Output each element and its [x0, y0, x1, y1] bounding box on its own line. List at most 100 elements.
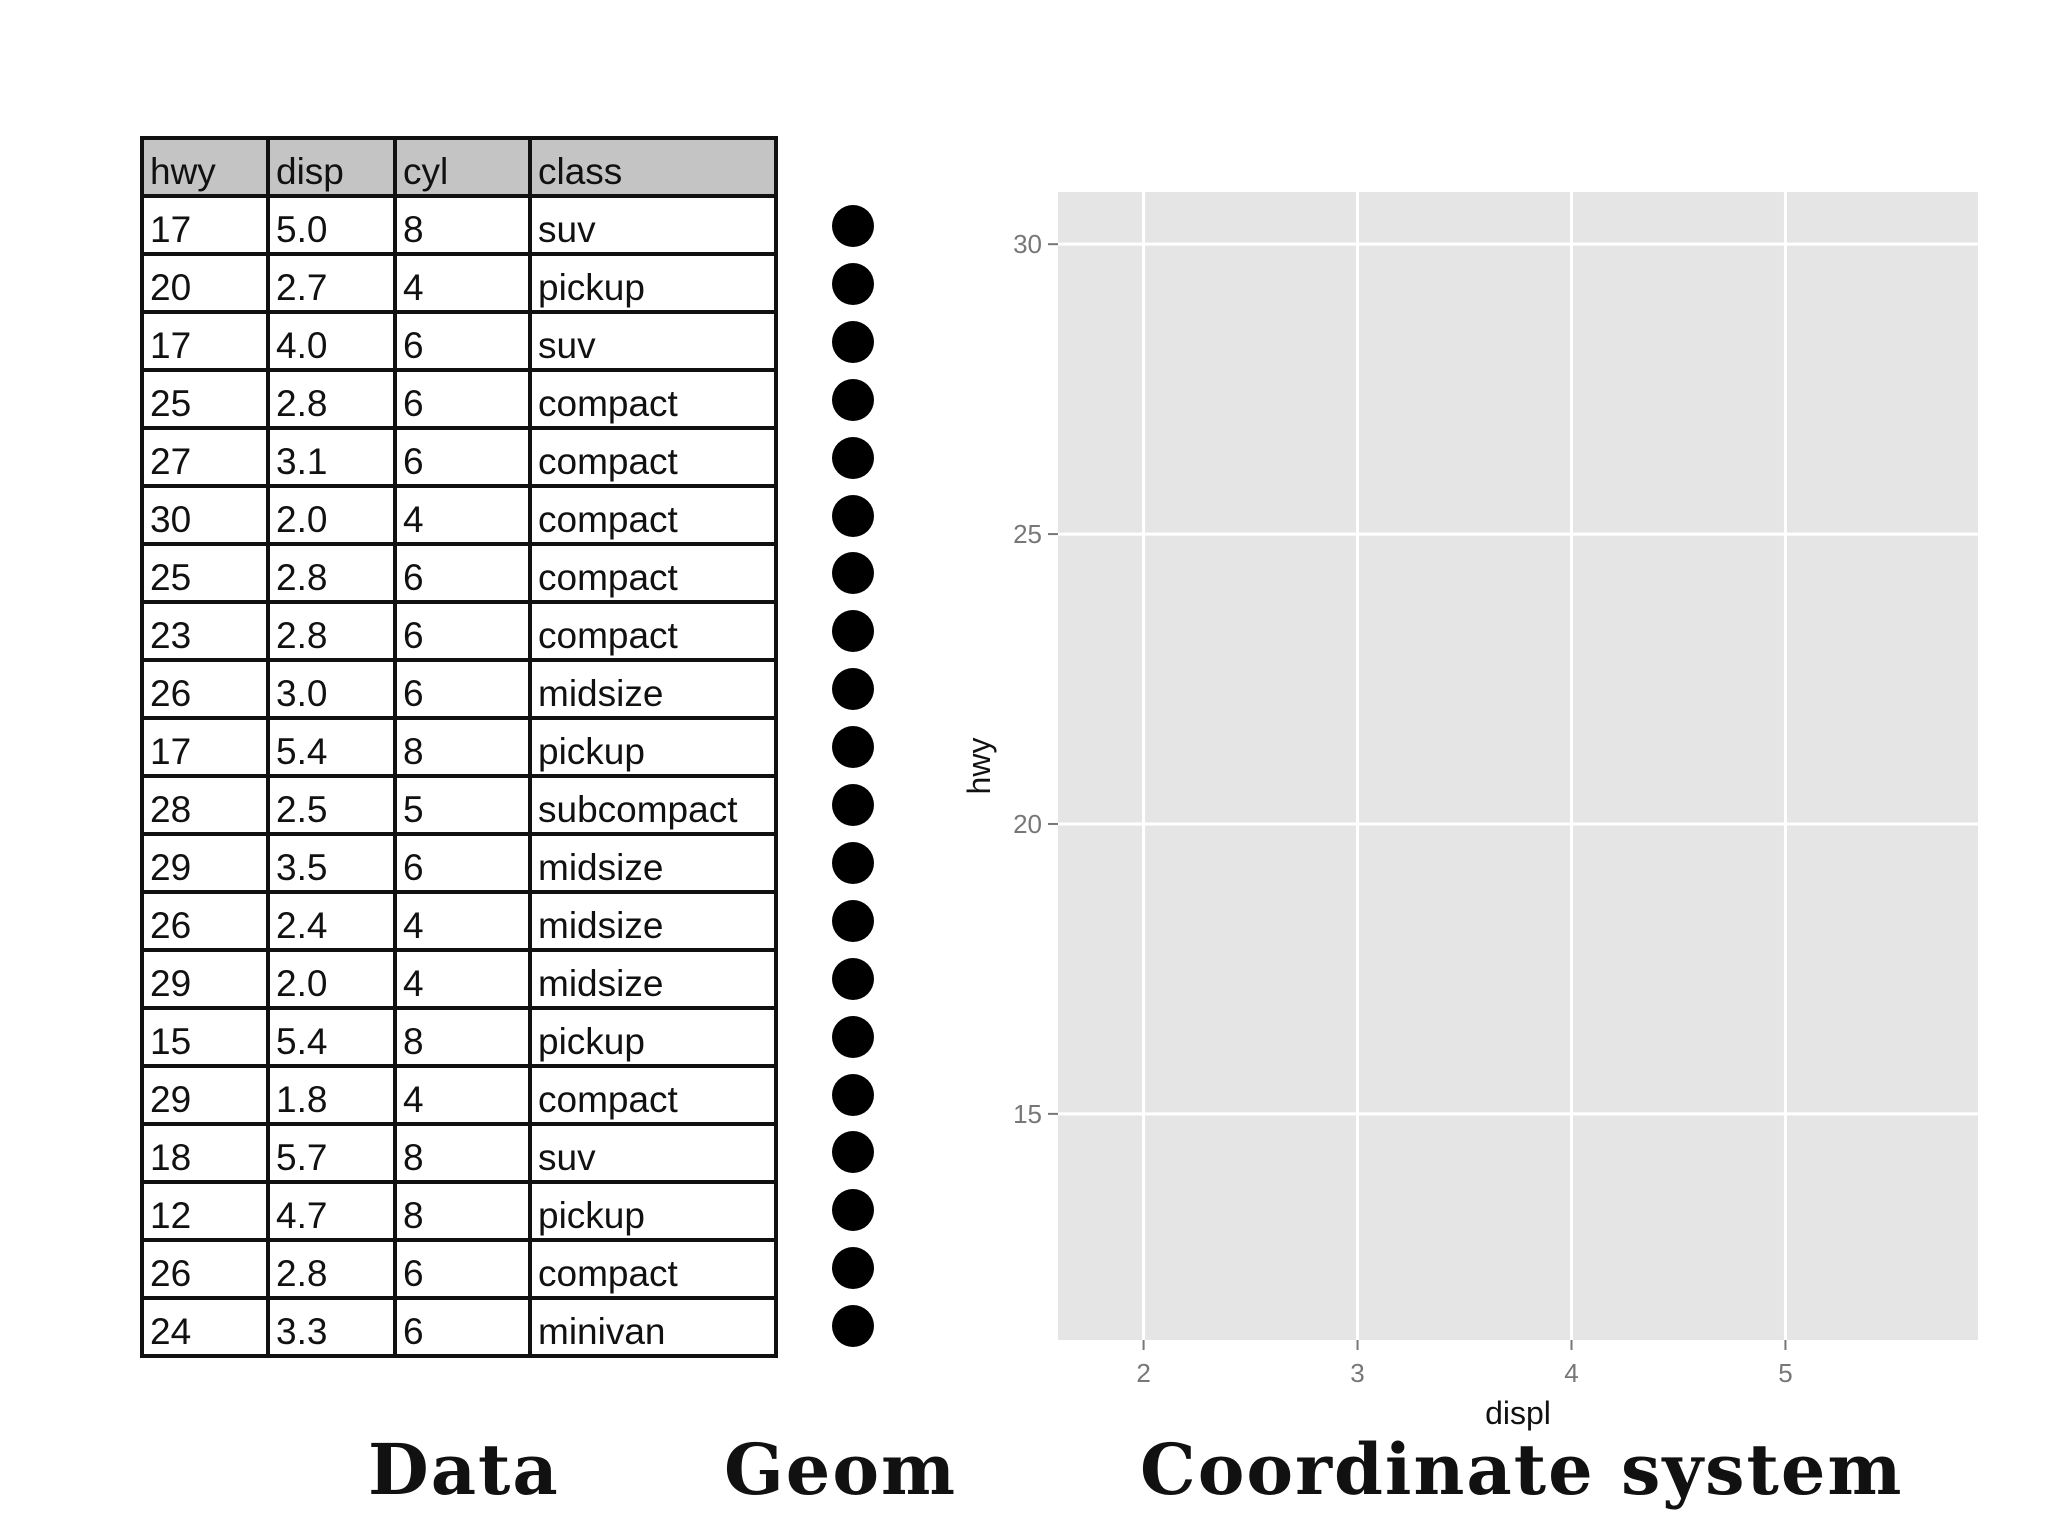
cell-disp: 2.0 — [266, 948, 397, 1010]
cell-disp: 1.8 — [266, 1064, 397, 1126]
table-row: 17 5.4 8 pickup — [140, 716, 778, 778]
cell-hwy: 23 — [140, 600, 270, 662]
cell-disp: 5.7 — [266, 1122, 397, 1184]
cell-class: pickup — [528, 252, 778, 314]
caption-coordinate-system: Coordinate system — [1140, 1428, 1904, 1511]
table-row: 30 2.0 4 compact — [140, 484, 778, 546]
y-axis-title: hwy — [961, 738, 997, 795]
cell-hwy: 26 — [140, 890, 270, 952]
cell-disp: 3.5 — [266, 832, 397, 894]
cell-disp: 5.4 — [266, 1006, 397, 1068]
cell-hwy: 17 — [140, 716, 270, 778]
cell-class: pickup — [528, 1180, 778, 1242]
y-tick-label: 15 — [1013, 1099, 1042, 1129]
x-tick-label: 4 — [1564, 1358, 1578, 1388]
table-row: 12 4.7 8 pickup — [140, 1180, 778, 1242]
cell-class: compact — [528, 1064, 778, 1126]
cell-cyl: 6 — [393, 600, 532, 662]
cell-cyl: 4 — [393, 890, 532, 952]
cell-cyl: 6 — [393, 542, 532, 604]
cell-cyl: 4 — [393, 1064, 532, 1126]
cell-disp: 2.0 — [266, 484, 397, 546]
cell-class: compact — [528, 1238, 778, 1300]
cell-disp: 3.0 — [266, 658, 397, 720]
cell-class: compact — [528, 368, 778, 430]
cell-hwy: 26 — [140, 658, 270, 720]
cell-hwy: 28 — [140, 774, 270, 836]
table-row: 18 5.7 8 suv — [140, 1122, 778, 1184]
cell-disp: 2.4 — [266, 890, 397, 952]
cell-hwy: 27 — [140, 426, 270, 488]
cell-class: midsize — [528, 948, 778, 1010]
cell-hwy: 18 — [140, 1122, 270, 1184]
cell-disp: 2.8 — [266, 542, 397, 604]
cell-cyl: 4 — [393, 948, 532, 1010]
table-row: 15 5.4 8 pickup — [140, 1006, 778, 1068]
cell-cyl: 8 — [393, 194, 532, 256]
cell-disp: 4.0 — [266, 310, 397, 372]
cell-disp: 2.7 — [266, 252, 397, 314]
cell-disp: 5.4 — [266, 716, 397, 778]
cell-cyl: 8 — [393, 1122, 532, 1184]
cell-class: compact — [528, 600, 778, 662]
cell-class: pickup — [528, 716, 778, 778]
column-header-class: class — [528, 136, 778, 198]
table-row: 17 5.0 8 suv — [140, 194, 778, 256]
cell-hwy: 20 — [140, 252, 270, 314]
cell-hwy: 30 — [140, 484, 270, 546]
cell-cyl: 6 — [393, 310, 532, 372]
column-header-disp: disp — [266, 136, 397, 198]
cell-class: midsize — [528, 890, 778, 952]
cell-cyl: 8 — [393, 1180, 532, 1242]
cell-class: suv — [528, 310, 778, 372]
cell-disp: 4.7 — [266, 1180, 397, 1242]
cell-cyl: 6 — [393, 1238, 532, 1300]
data-table: hwy disp cyl class 17 5.0 8 suv 20 2.7 4 pickup… — [140, 136, 778, 1358]
cell-hwy: 17 — [140, 310, 270, 372]
cell-class: compact — [528, 542, 778, 604]
cell-cyl: 5 — [393, 774, 532, 836]
cell-hwy: 29 — [140, 1064, 270, 1126]
cell-hwy: 15 — [140, 1006, 270, 1068]
table-row: 23 2.8 6 compact — [140, 600, 778, 662]
cell-class: pickup — [528, 1006, 778, 1068]
caption-data: Data — [368, 1428, 560, 1511]
cell-disp: 2.8 — [266, 368, 397, 430]
caption-geom: Geom — [724, 1428, 958, 1511]
table-row: 28 2.5 5 subcompact — [140, 774, 778, 836]
cell-disp: 2.8 — [266, 600, 397, 662]
table-row: 29 3.5 6 midsize — [140, 832, 778, 894]
cell-cyl: 8 — [393, 1006, 532, 1068]
table-row: 26 3.0 6 midsize — [140, 658, 778, 720]
cell-hwy: 24 — [140, 1296, 270, 1358]
cell-disp: 3.3 — [266, 1296, 397, 1358]
cell-class: minivan — [528, 1296, 778, 1358]
cell-class: compact — [528, 484, 778, 546]
cell-hwy: 29 — [140, 948, 270, 1010]
table-row: 17 4.0 6 suv — [140, 310, 778, 372]
column-header-hwy: hwy — [140, 136, 270, 198]
y-tick-label: 30 — [1013, 229, 1042, 259]
x-tick-label: 3 — [1350, 1358, 1364, 1388]
cell-cyl: 4 — [393, 484, 532, 546]
cell-cyl: 6 — [393, 368, 532, 430]
table-row: 29 2.0 4 midsize — [140, 948, 778, 1010]
cell-disp: 3.1 — [266, 426, 397, 488]
cell-hwy: 25 — [140, 368, 270, 430]
table-row: 25 2.8 6 compact — [140, 542, 778, 604]
table-row: 25 2.8 6 compact — [140, 368, 778, 430]
cell-cyl: 8 — [393, 716, 532, 778]
y-tick-label: 20 — [1013, 809, 1042, 839]
cell-class: midsize — [528, 832, 778, 894]
x-axis-title: displ — [1485, 1395, 1551, 1431]
cell-class: subcompact — [528, 774, 778, 836]
cell-cyl: 6 — [393, 658, 532, 720]
cell-cyl: 6 — [393, 832, 532, 894]
cell-disp: 2.8 — [266, 1238, 397, 1300]
cell-hwy: 12 — [140, 1180, 270, 1242]
table-row: 24 3.3 6 minivan — [140, 1296, 778, 1358]
cell-class: suv — [528, 194, 778, 256]
table-row: 20 2.7 4 pickup — [140, 252, 778, 314]
y-tick-label: 25 — [1013, 519, 1042, 549]
